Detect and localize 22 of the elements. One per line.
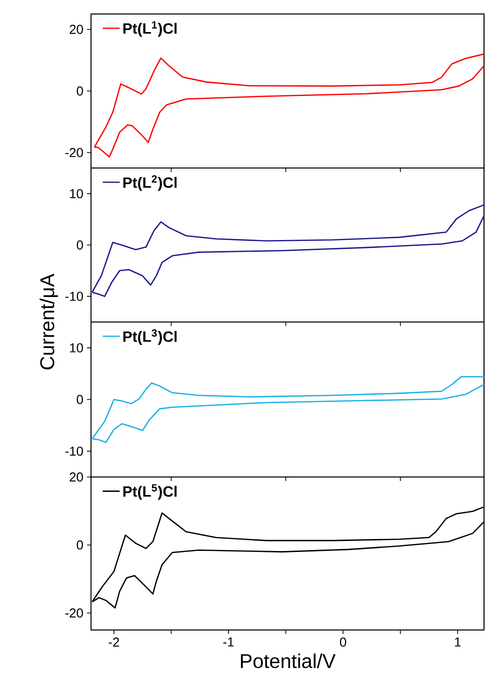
y-tick-label: 20 — [70, 24, 83, 34]
y-tick-label: 0 — [76, 394, 83, 404]
legend-label: Pt(L$^{2}$)Cl — [123, 175, 177, 191]
legend-label: Pt(L$^{5}$)Cl — [123, 484, 177, 500]
y-tick-label: 10 — [70, 343, 83, 352]
y-tick-label: -20 — [65, 148, 83, 158]
x-tick-label: -1 — [223, 638, 234, 646]
x-tick-label: -2 — [108, 638, 120, 647]
x-tick-label: 0 — [340, 638, 346, 647]
y-tick-label: 0 — [76, 240, 83, 250]
y-tick-label: 0 — [76, 540, 83, 550]
y-tick-label: 10 — [70, 189, 83, 198]
legend-label: Pt(L$^{1}$)Cl — [123, 21, 177, 37]
legend-label: Pt(L$^{3}$)Cl — [123, 329, 177, 345]
x-axis-title: Potential/V — [240, 654, 336, 668]
y-tick-label: -10 — [65, 292, 83, 301]
x-tick-label: 1 — [455, 638, 461, 646]
y-tick-label: -20 — [65, 608, 83, 618]
y-axis-title: Current/μA — [40, 274, 58, 370]
y-tick-label: 20 — [70, 472, 83, 482]
y-tick-label: -10 — [65, 446, 83, 456]
y-tick-label: 0 — [76, 86, 83, 96]
